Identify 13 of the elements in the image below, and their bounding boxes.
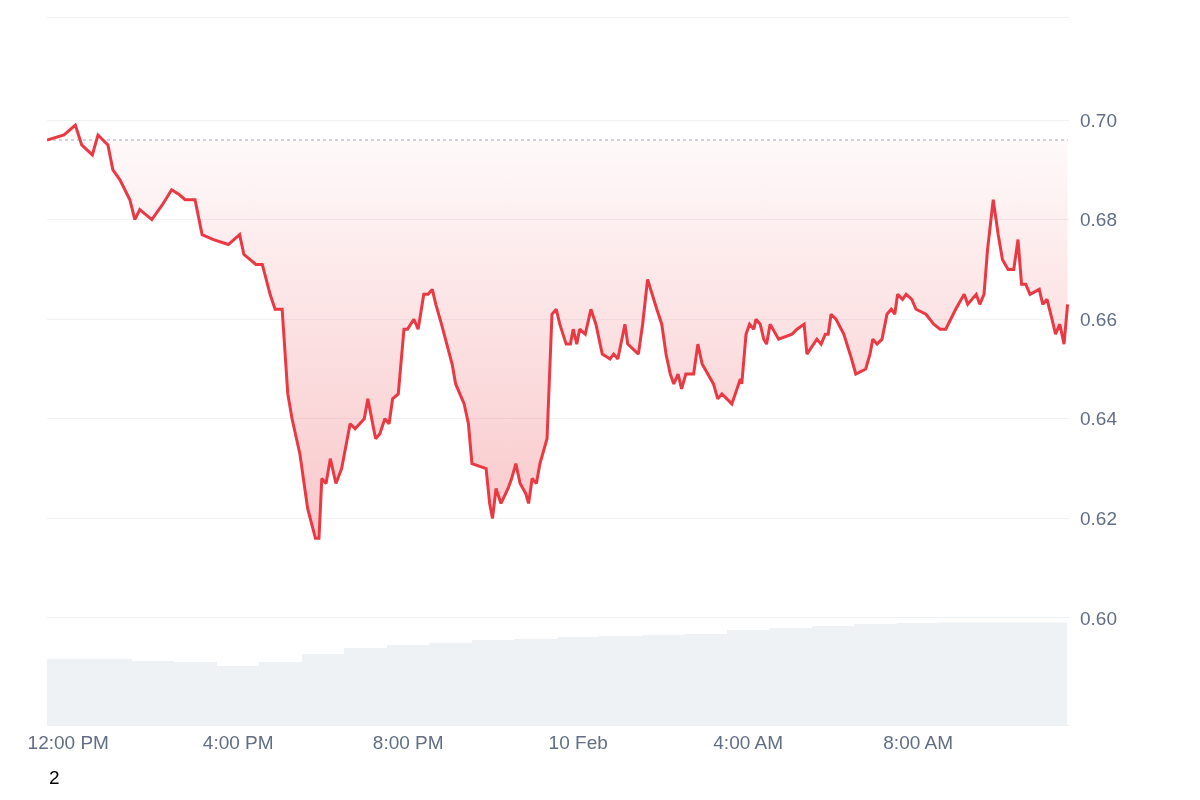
y-tick-label: 0.62 [1080,508,1117,530]
x-tick-label: 8:00 AM [883,731,953,753]
y-tick-label: 0.60 [1080,607,1117,629]
y-tick-label: 0.66 [1080,308,1117,330]
x-tick-label: 10 Feb [548,731,608,753]
x-tick-label: 4:00 AM [713,731,784,753]
text: 2 [49,767,60,788]
y-tick-label: 0.64 [1080,408,1118,430]
x-tick-label: 12:00 PM [27,731,109,753]
y-tick-label: 0.68 [1080,209,1117,231]
y-tick-label: 0.70 [1080,109,1117,131]
x-tick-label: 4:00 PM [202,731,274,753]
x-tick-label: 8:00 PM [372,731,444,753]
